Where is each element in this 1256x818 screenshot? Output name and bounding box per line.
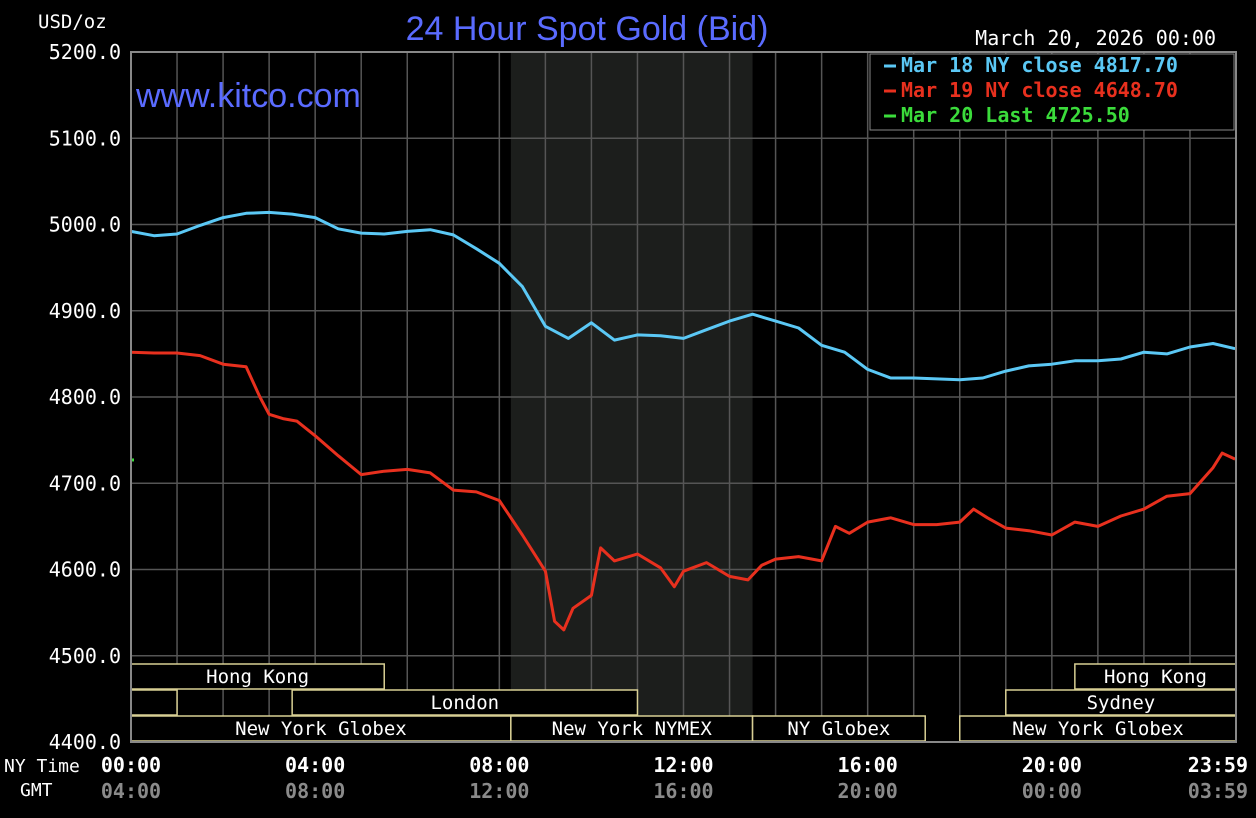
x-tick-gmt: 12:00 [469, 779, 529, 803]
session-label: New York NYMEX [552, 718, 713, 740]
session-label: London [430, 692, 499, 714]
y-tick-label: 4500.0 [49, 644, 121, 668]
session-box [510, 715, 754, 742]
session-box [1005, 689, 1237, 716]
session-label: Hong Kong [206, 666, 309, 688]
session-label: New York Globex [235, 718, 407, 740]
session-box [751, 715, 926, 742]
grid [130, 51, 1237, 743]
y-tick-label: 5200.0 [49, 40, 121, 64]
x-tick-ny: 00:00 [101, 753, 161, 777]
x-tick-ny: 20:00 [1022, 753, 1082, 777]
ny-time-row-label: NY Time [4, 756, 80, 777]
session-label: NY Globex [787, 718, 890, 740]
plot-frame [130, 51, 1237, 743]
y-axis-ticks: 5200.0 5100.0 5000.0 4900.0 4800.0 4700.0 4600… [49, 40, 121, 754]
trading-sessions: Hong Kong London New York Globex New York N… [130, 663, 1237, 742]
kitco-watermark: www.kitco.com [135, 77, 361, 115]
session-box [291, 689, 639, 716]
y-tick-label: 4800.0 [49, 385, 121, 409]
session-box [1074, 663, 1237, 690]
y-tick-label: 5100.0 [49, 126, 121, 150]
x-tick-gmt: 04:00 [101, 779, 161, 803]
y-tick-label: 4400.0 [49, 730, 121, 754]
y-tick-label: 4700.0 [49, 471, 121, 495]
series-line [130, 210, 1236, 382]
gmt-row-label: GMT [20, 780, 53, 801]
session-label: Hong Kong [1104, 666, 1207, 688]
series-line [130, 350, 1236, 632]
y-tick-label: 5000.0 [49, 213, 121, 237]
chart-title: 24 Hour Spot Gold (Bid) [406, 10, 769, 48]
session-box [130, 663, 385, 690]
x-tick-gmt: 00:00 [1022, 779, 1082, 803]
x-tick-ny: 23:59 [1188, 753, 1248, 777]
x-tick-gmt: 16:00 [653, 779, 713, 803]
legend-box [869, 53, 1235, 131]
session-label: New York Globex [1012, 718, 1184, 740]
session-label: Sydney [1087, 692, 1156, 714]
chart-date: March 20, 2026 00:00 [975, 26, 1216, 50]
x-axis-ticks: 00:0004:0004:0008:0008:0012:0012:0016:00… [101, 753, 1248, 803]
session-box [130, 689, 178, 716]
legend-entry: Mar 19 NY close 4648.70 [901, 78, 1178, 102]
x-tick-ny: 16:00 [838, 753, 898, 777]
x-tick-gmt: 08:00 [285, 779, 345, 803]
x-tick-gmt: 03:59 [1188, 779, 1248, 803]
x-tick-ny: 04:00 [285, 753, 345, 777]
x-tick-ny: 08:00 [469, 753, 529, 777]
x-tick-ny: 12:00 [653, 753, 713, 777]
y-axis-unit: USD/oz [38, 11, 107, 33]
y-tick-label: 4900.0 [49, 299, 121, 323]
x-tick-gmt: 20:00 [838, 779, 898, 803]
legend-entry: Mar 18 NY close 4817.70 [901, 53, 1178, 77]
legend-entry: Mar 20 Last 4725.50 [901, 103, 1130, 127]
y-tick-label: 4600.0 [49, 558, 121, 582]
